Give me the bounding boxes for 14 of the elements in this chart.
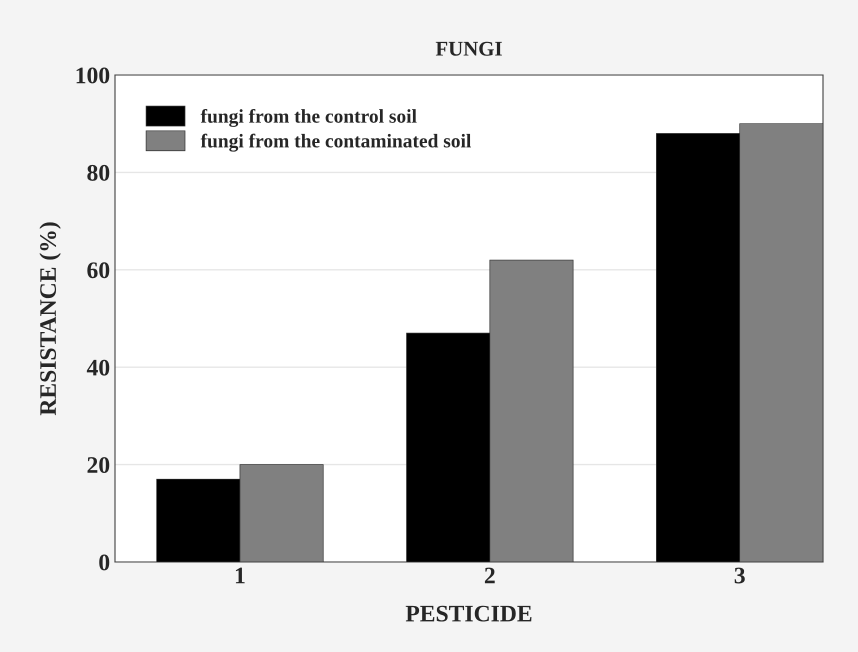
y-tick-label: 100 — [76, 67, 110, 84]
legend-label: fungi from the contaminated soil — [200, 134, 472, 152]
x-tick-label: 3 — [734, 568, 745, 584]
y-tick-label: 60 — [87, 262, 110, 278]
x-axis-title: PESTICIDE — [406, 606, 532, 622]
y-tick-label: 20 — [88, 457, 110, 474]
y-tick-label: 40 — [86, 360, 110, 376]
x-tick-label: 1 — [236, 568, 245, 584]
chart-title: FUNGI — [436, 42, 502, 56]
y-tick-label: 0 — [99, 554, 110, 570]
x-tick-label: 2 — [484, 568, 495, 584]
y-axis-title: RESISTANCE (%) — [39, 222, 61, 416]
y-tick-label: 80 — [87, 164, 110, 181]
legend-label: fungi from the control soil — [200, 108, 417, 127]
